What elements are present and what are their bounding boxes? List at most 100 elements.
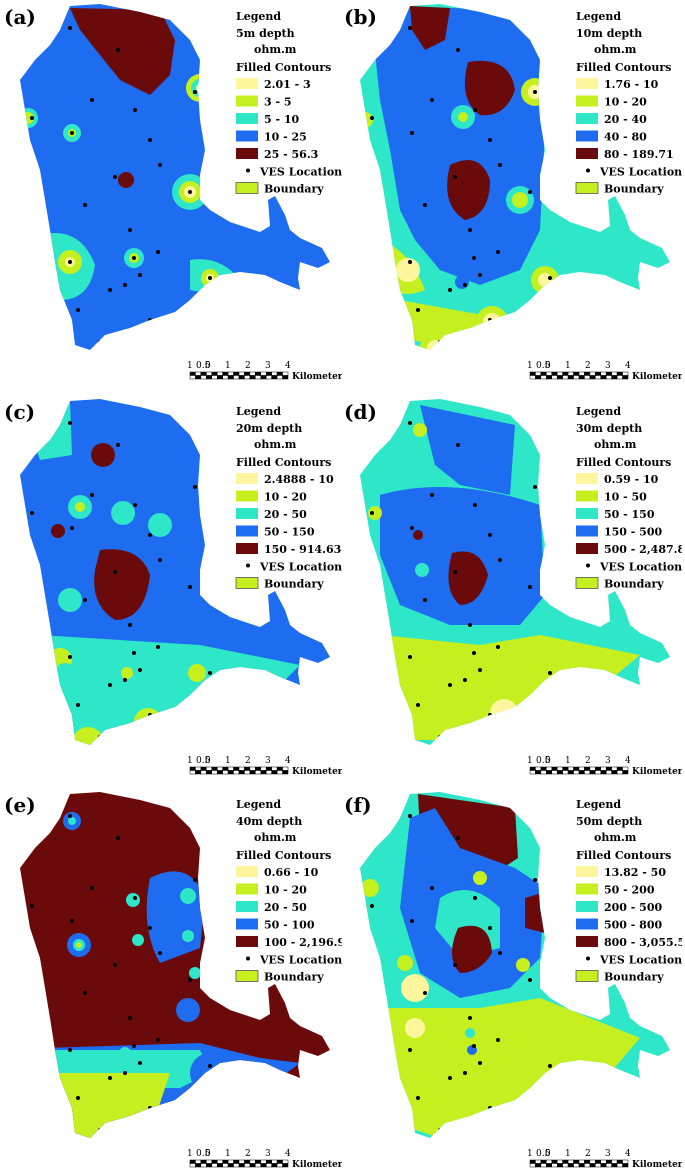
scale-tick-label: 3	[605, 756, 611, 766]
legend-class-label: 3 - 5	[264, 96, 292, 109]
scale-tick-label: 3	[265, 1149, 271, 1159]
scale-segment	[600, 1163, 607, 1168]
ves-point	[528, 978, 532, 982]
scale-segment	[605, 766, 612, 771]
contour-patch	[401, 974, 429, 1002]
legend-filled-contours: Filled Contours	[236, 456, 331, 469]
ves-point	[123, 283, 127, 287]
scale-segment	[551, 371, 558, 376]
ves-point	[370, 116, 374, 120]
legend-swatch	[576, 130, 598, 142]
scale-segment	[605, 1159, 612, 1164]
scale-segment	[562, 766, 569, 771]
scale-tick-label: 3	[265, 756, 271, 766]
scale-segment	[238, 375, 245, 380]
legend-class-label: 50 - 150	[604, 508, 655, 521]
scale-segment	[551, 1163, 558, 1168]
scale-segment	[222, 766, 229, 771]
scale-segment	[276, 770, 283, 775]
legend-class-label: 1.76 - 10	[604, 78, 659, 91]
panel-label: (c)	[4, 400, 35, 424]
scale-tick-label: 4	[625, 361, 631, 371]
ves-point	[83, 991, 87, 995]
scale-segment	[260, 371, 267, 376]
contour-patch	[182, 930, 194, 942]
ves-point	[158, 951, 162, 955]
panel-label: (d)	[344, 400, 377, 424]
legend-swatch	[236, 78, 258, 89]
ves-point	[438, 340, 442, 344]
ves-point	[193, 878, 197, 882]
scale-segment	[556, 1163, 563, 1168]
scale-segment	[244, 1159, 251, 1164]
scale-segment	[529, 375, 536, 380]
scale-tick-label: 2	[585, 361, 591, 371]
ves-point	[423, 203, 427, 207]
scale-segment	[616, 770, 623, 775]
scale-segment	[282, 375, 289, 380]
scale-segment	[562, 770, 569, 775]
scale-segment	[605, 1163, 612, 1168]
legend-swatch	[236, 95, 258, 107]
scale-segment	[529, 766, 536, 771]
contour-patch	[380, 635, 640, 740]
ves-point	[138, 668, 142, 672]
ves-point	[478, 1061, 482, 1065]
contour-patch	[111, 501, 135, 525]
legend-depth: 40m depth	[236, 815, 302, 828]
scale-segment	[595, 375, 602, 380]
scale-segment	[195, 1163, 202, 1168]
legend-ves-symbol	[586, 563, 590, 568]
legend-class-label: 5 - 10	[264, 113, 300, 126]
ves-point	[473, 896, 477, 900]
legend-class-label: 0.66 - 10	[264, 866, 319, 879]
scale-segment	[556, 371, 563, 376]
scale-segment	[238, 1163, 245, 1168]
legend-class-label: 800 - 3,055.575	[604, 936, 682, 949]
scale-segment	[227, 371, 234, 376]
scale-segment	[540, 770, 547, 775]
legend-swatch	[236, 148, 258, 159]
ves-point	[30, 116, 34, 120]
scale-segment	[535, 1163, 542, 1168]
scale-segment	[540, 375, 547, 380]
scale-tick-label: 3	[605, 1149, 611, 1159]
scale-tick-label: 1	[225, 1149, 231, 1159]
legend-title: Legend	[576, 405, 621, 418]
ves-point	[548, 276, 552, 280]
scale-tick-label: 0	[205, 756, 211, 766]
legend-class-label: 500 - 2,487.845	[604, 543, 682, 556]
scale-segment	[260, 1159, 267, 1164]
ves-point	[453, 175, 457, 179]
ves-point	[528, 190, 532, 194]
scale-segment	[589, 766, 596, 771]
scale-segment	[206, 770, 213, 775]
contour-patch	[94, 549, 150, 620]
contour-patch	[396, 258, 420, 282]
legend-boundary-label: Boundary	[264, 183, 324, 196]
scale-segment	[584, 1159, 591, 1164]
legend-ves-label: VES Location	[259, 166, 342, 179]
scale-segment	[567, 1159, 574, 1164]
ves-point	[68, 814, 72, 818]
scale-segment	[546, 1159, 553, 1164]
scale-segment	[255, 371, 262, 376]
scale-segment	[271, 371, 278, 376]
legend-depth: 10m depth	[576, 27, 642, 40]
contour-patch	[186, 74, 214, 102]
scale-segment	[206, 371, 213, 376]
scale-segment	[605, 371, 612, 376]
scale-segment	[535, 375, 542, 380]
legend-boundary-label: Boundary	[604, 183, 664, 196]
scale-segment	[611, 1163, 618, 1168]
legend-class-label: 25 - 56.3	[264, 148, 318, 161]
legend-ves-label: VES Location	[599, 166, 682, 179]
ves-point	[533, 485, 537, 489]
legend-class-label: 13.82 - 50	[604, 866, 666, 879]
ves-point	[408, 1048, 412, 1052]
scale-segment	[200, 371, 207, 376]
legend-boundary-swatch	[235, 577, 259, 589]
ves-point	[116, 836, 120, 840]
legend-class-label: 150 - 500	[604, 526, 662, 539]
scale-segment	[265, 371, 272, 376]
